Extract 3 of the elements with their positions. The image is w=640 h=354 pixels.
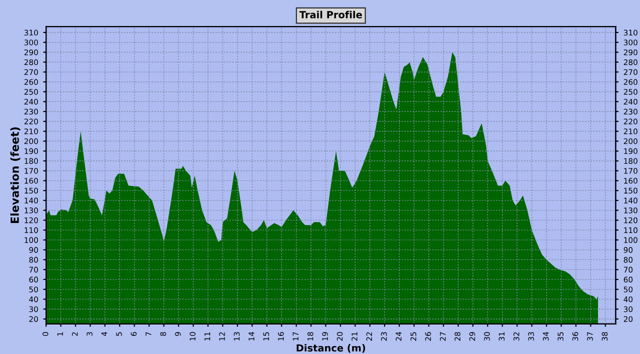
y-axis-title: Elevation (feet) [10,127,20,223]
x-axis-title: Distance (m) [296,344,366,353]
chart-title: Trail Profile [299,10,362,18]
